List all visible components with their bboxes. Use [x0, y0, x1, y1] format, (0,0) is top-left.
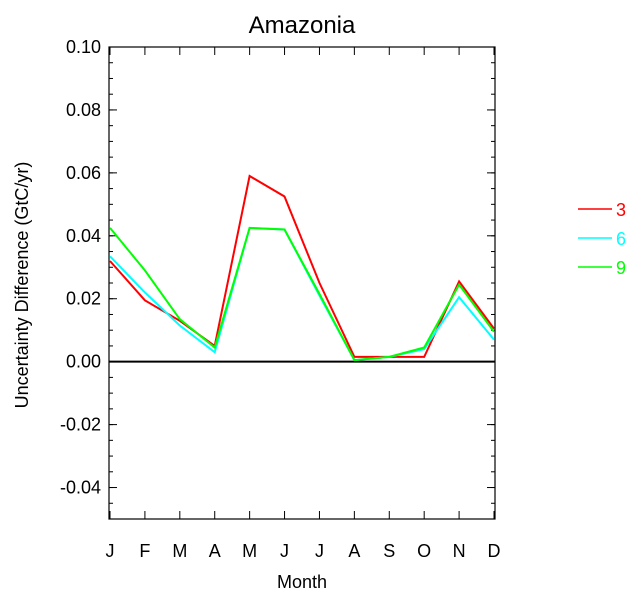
legend-label-6: 6 [616, 229, 626, 249]
legend: 3 6 9 [578, 200, 626, 278]
x-tick-label: N [453, 541, 466, 561]
x-tick-label: M [242, 541, 257, 561]
x-tick-label: J [106, 541, 115, 561]
series-line-9 [109, 226, 495, 362]
x-tick-label: J [315, 541, 324, 561]
legend-label-9: 9 [616, 258, 626, 278]
x-tick-label: D [488, 541, 501, 561]
series-line-3 [109, 174, 495, 358]
y-tick-label: 0.02 [66, 289, 101, 309]
x-tick-label: O [417, 541, 431, 561]
y-tick-label: 0.04 [66, 226, 101, 246]
chart-title: Amazonia [249, 12, 356, 39]
y-tick-label: 0.08 [66, 100, 101, 120]
series-line-6 [109, 226, 495, 362]
x-tick-label: F [139, 541, 150, 561]
y-tick-label: 0.10 [66, 37, 101, 57]
y-tick-label: -0.04 [60, 478, 101, 498]
x-tick-label: J [280, 541, 289, 561]
x-tick-label: A [209, 541, 221, 561]
x-axis-label: Month [277, 572, 327, 591]
y-tick-label: 0.00 [66, 352, 101, 372]
x-tick-label: S [383, 541, 395, 561]
y-tick-label: -0.02 [60, 415, 101, 435]
x-tick-label: M [172, 541, 187, 561]
y-tick-label: 0.06 [66, 163, 101, 183]
x-tick-label: A [348, 541, 360, 561]
legend-label-3: 3 [616, 200, 626, 220]
plot-area: J F M A M J J A S O N D 0.10 0.08 0.06 0.04 0.02 0.00 -0.0… [60, 37, 501, 561]
axes-frame [108, 46, 496, 520]
y-axis-label: Uncertainty Difference (GtC/yr) [12, 162, 32, 409]
